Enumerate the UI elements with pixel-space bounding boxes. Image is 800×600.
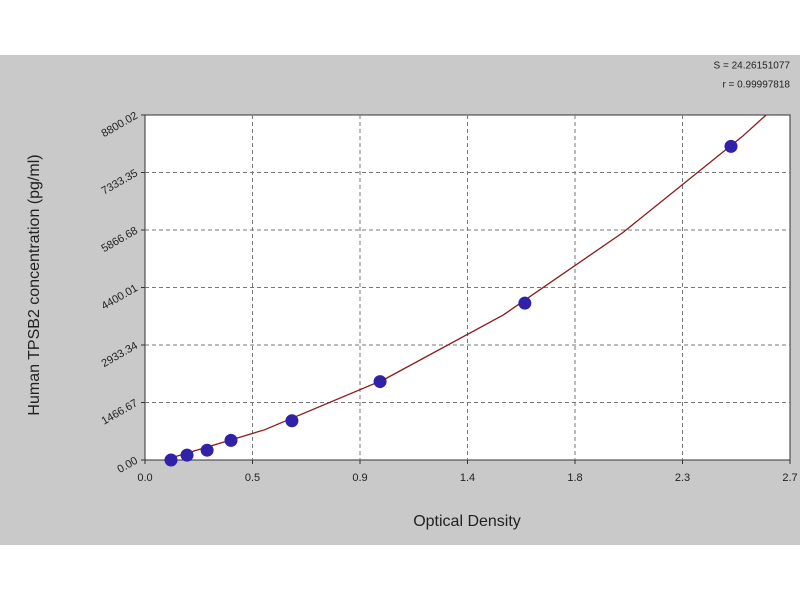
x-tick-label: 2.3 (675, 472, 690, 484)
x-tick-label: 1.8 (567, 472, 582, 484)
data-point (164, 453, 178, 467)
x-tick-label: 2.7 (782, 472, 797, 484)
x-tick-label: 0.0 (137, 472, 152, 484)
data-point (518, 296, 532, 310)
y-axis-title: Human TPSB2 concentration (pg/ml) (26, 154, 43, 415)
data-point (724, 139, 738, 153)
x-tick-label: 0.5 (245, 472, 260, 484)
data-point (285, 414, 299, 428)
fit-curve (163, 114, 767, 461)
x-axis-title: Optical Density (413, 513, 521, 530)
x-tick-label: 1.4 (460, 472, 475, 484)
x-tick-label: 0.9 (352, 472, 367, 484)
annotation: S = 24.26151077 (714, 61, 791, 72)
data-point (224, 433, 238, 447)
data-point (200, 443, 214, 457)
annotation: r = 0.99997818 (722, 80, 790, 91)
data-point (373, 375, 387, 389)
data-point (180, 448, 194, 462)
